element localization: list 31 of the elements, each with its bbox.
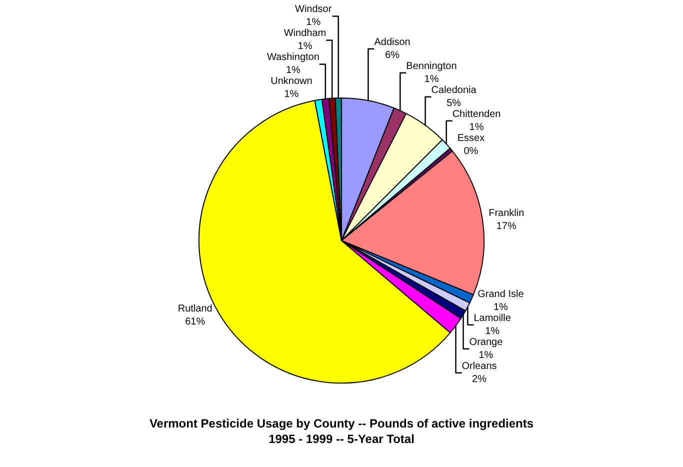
slice-label: Orange (469, 336, 504, 348)
slice-label: Grand Isle (478, 288, 524, 300)
data-label: 2% (472, 374, 487, 385)
slice-label: Orleans (462, 360, 497, 372)
data-label: 1% (286, 65, 301, 76)
slice-label: Windsor (295, 4, 332, 16)
slice-label: Bennington (406, 60, 457, 72)
slice-label: Rutland (178, 303, 212, 314)
data-label: 1% (469, 122, 484, 133)
data-label: 5% (446, 98, 462, 109)
data-label: 1% (306, 17, 321, 28)
data-label: 0% (464, 146, 478, 157)
slice-label: Washington (266, 52, 320, 64)
data-label: 1% (424, 74, 439, 85)
data-label: 1% (284, 89, 299, 100)
data-label: 1% (298, 41, 312, 52)
text: Vermont Pesticide Usage by County -- Pounds of active ingredients 1995 - 1999 -- 5-Year Total (149, 416, 534, 446)
slice-label: Lamoille (474, 312, 512, 324)
slice-label: Chittenden (452, 108, 501, 120)
slice-label: Addison (374, 36, 410, 48)
slice-label: Caledonia (431, 84, 477, 96)
slice-label: Franklin (488, 208, 524, 219)
data-label: 1% (485, 326, 500, 337)
data-label: 1% (493, 302, 508, 313)
data-label: 61% (185, 316, 206, 328)
slice-label: Essex (457, 132, 485, 144)
slice-label: Unknown (270, 76, 312, 88)
slice-label: Windham (284, 28, 326, 40)
data-label: 17% (496, 220, 516, 232)
data-label: 1% (478, 350, 494, 361)
data-label: 6% (385, 50, 400, 61)
